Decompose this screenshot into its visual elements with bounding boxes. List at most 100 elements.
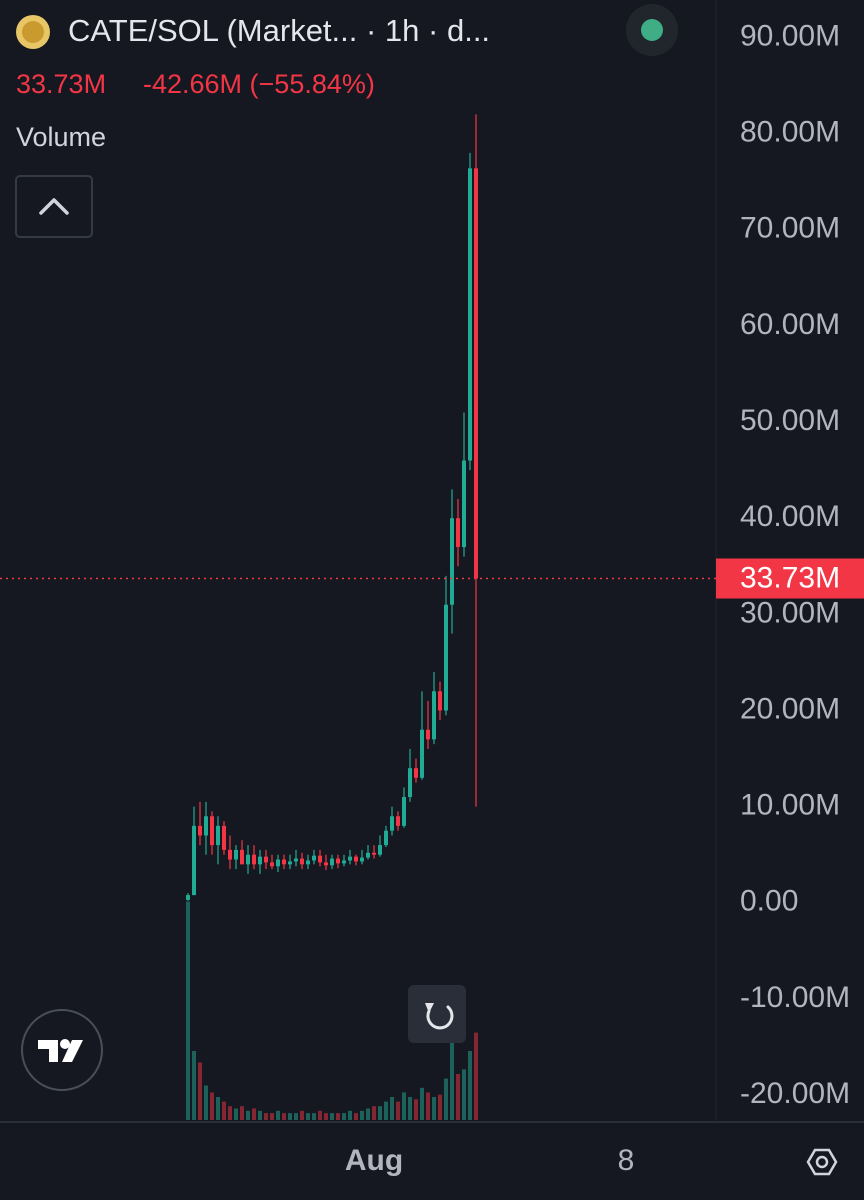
candle-body [294,858,298,862]
y-tick-label: 20.00M [740,692,840,725]
y-tick-label: 80.00M [740,116,840,149]
collapse-icon [39,198,69,215]
volume-bar [294,1113,298,1120]
volume-bar [246,1110,250,1120]
volume-bar [276,1110,280,1120]
volume-bar [252,1108,256,1120]
candle-body [276,859,280,867]
logo-icon [38,1040,83,1062]
price-label-box [716,558,864,599]
candle-body [306,860,310,865]
candle-body [186,895,190,900]
candle-body [348,856,352,861]
candle-body [216,825,220,846]
candle-body [384,830,388,846]
volume-bar [372,1106,376,1120]
volume-bar [456,1074,460,1120]
volume-bar [462,1069,466,1120]
volume-bar [408,1097,412,1120]
candle-body [390,816,394,831]
y-tick-label: 30.00M [740,596,840,629]
candle-body [324,862,328,866]
candle-body [438,691,442,711]
candle-body [270,862,274,867]
candle-body [366,852,370,858]
y-tick-label: 40.00M [740,500,840,533]
volume-bar [468,1051,472,1120]
candle-body [414,768,418,778]
volume-bar [318,1110,322,1120]
settings-button[interactable] [806,1148,838,1176]
volume-bar [426,1092,430,1120]
volume-legend: Volume [16,122,106,152]
y-tick-label: 50.00M [740,404,840,437]
reset-icon [426,1005,454,1030]
volume-bar [198,1062,202,1120]
candle-body [426,729,430,740]
logo-button[interactable] [21,1009,103,1091]
volume-bar [432,1097,436,1120]
candle-body [300,858,304,865]
volume-bar [366,1108,370,1120]
volume-bar [240,1106,244,1120]
reset-button[interactable] [408,985,466,1043]
candle-body [402,797,406,826]
volume-bar [384,1101,388,1120]
candle-body [204,816,208,836]
volume-bar [306,1113,310,1120]
volume-bar [312,1113,316,1120]
plot-area [186,114,478,1120]
reset-arrow [425,1003,434,1013]
candle-body [246,854,250,865]
volume-bar [228,1106,232,1120]
candle-body [354,856,358,862]
volume-bar [342,1113,346,1120]
volume-bar [450,1039,454,1120]
candle-body [258,856,262,865]
candle-body [288,861,292,865]
candle-body [234,849,238,860]
candle-body [264,856,268,863]
volume-bar [222,1101,226,1120]
volume-bar [438,1094,442,1120]
volume-bar [402,1092,406,1120]
volume-bar [270,1113,274,1120]
volume-bar [348,1110,352,1120]
volume-bar [210,1092,214,1120]
candle-body [468,168,472,461]
candle-body [372,852,376,855]
candle-body [474,168,478,579]
coin-icon-inner [22,21,44,43]
volume-bar [390,1097,394,1120]
volume-bar [354,1113,358,1120]
candle-body [408,768,412,798]
y-tick-label: 10.00M [740,789,840,822]
volume-bar [420,1087,424,1120]
y-tick-label: 60.00M [740,308,840,341]
candle-body [228,849,232,860]
volume-bar [216,1097,220,1120]
logo-dot [60,1039,70,1049]
price-label: 33.73M [740,561,840,594]
status-dot [641,19,663,41]
volume-bar [192,1051,196,1120]
candle-body [210,816,214,846]
change-value: -42.66M (−55.84%) [143,69,375,99]
candle-body [192,825,196,896]
volume-bar [378,1106,382,1120]
candle-body [336,858,340,864]
volume-bar [186,901,190,1120]
volume-bar [324,1113,328,1120]
candle-body [282,859,286,865]
volume-bar [396,1101,400,1120]
settings-icon [815,1155,829,1169]
y-tick-label: -20.00M [740,1077,850,1110]
volume-bar [444,1078,448,1120]
collapse-button[interactable] [15,175,93,238]
y-tick-label: 0.00 [740,885,798,918]
candle-body [318,855,322,863]
candle-body [198,825,202,836]
volume-bar [288,1113,292,1120]
